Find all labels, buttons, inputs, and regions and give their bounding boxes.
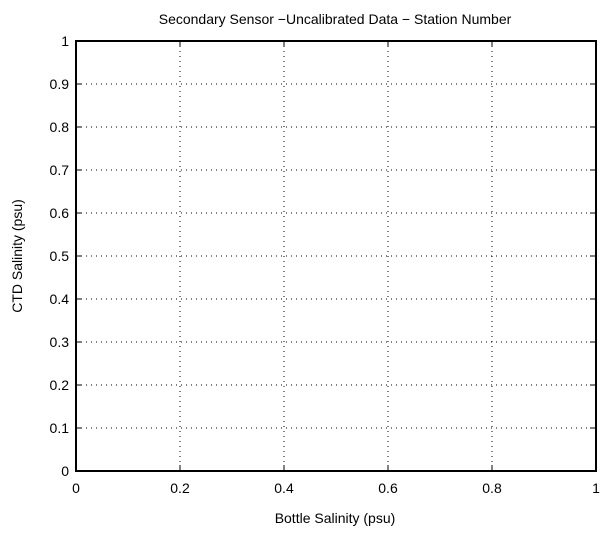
x-tick-label: 0.4 bbox=[274, 480, 294, 496]
x-tick-label: 0.2 bbox=[170, 480, 190, 496]
y-tick-label: 0.4 bbox=[50, 291, 70, 307]
y-tick-label: 0.1 bbox=[50, 420, 70, 436]
y-tick-label: 0.6 bbox=[50, 205, 70, 221]
y-axis-tick-labels: 0 0.1 0.2 0.3 0.4 0.5 0.6 0.7 0.8 0.9 1 bbox=[50, 33, 70, 479]
y-tick-label: 0.8 bbox=[50, 119, 70, 135]
x-axis-label: Bottle Salinity (psu) bbox=[275, 510, 396, 526]
y-axis-label: CTD Salinity (psu) bbox=[9, 199, 25, 313]
y-tick-label: 0.7 bbox=[50, 162, 70, 178]
x-tick-label: 0.8 bbox=[482, 480, 502, 496]
y-tick-label: 0.2 bbox=[50, 377, 70, 393]
y-tick-label: 0.9 bbox=[50, 76, 70, 92]
axis-ticks bbox=[75, 40, 597, 472]
y-tick-label: 0.3 bbox=[50, 334, 70, 350]
grid bbox=[76, 41, 596, 471]
y-tick-label: 0 bbox=[61, 463, 69, 479]
y-tick-label: 1 bbox=[61, 33, 69, 49]
y-tick-label: 0.5 bbox=[50, 248, 70, 264]
chart-title: Secondary Sensor −Uncalibrated Data − St… bbox=[159, 11, 512, 27]
x-tick-label: 0 bbox=[72, 480, 80, 496]
x-axis-tick-labels: 0 0.2 0.4 0.6 0.8 1 bbox=[72, 480, 600, 496]
x-tick-label: 0.6 bbox=[378, 480, 398, 496]
x-tick-label: 1 bbox=[592, 480, 600, 496]
